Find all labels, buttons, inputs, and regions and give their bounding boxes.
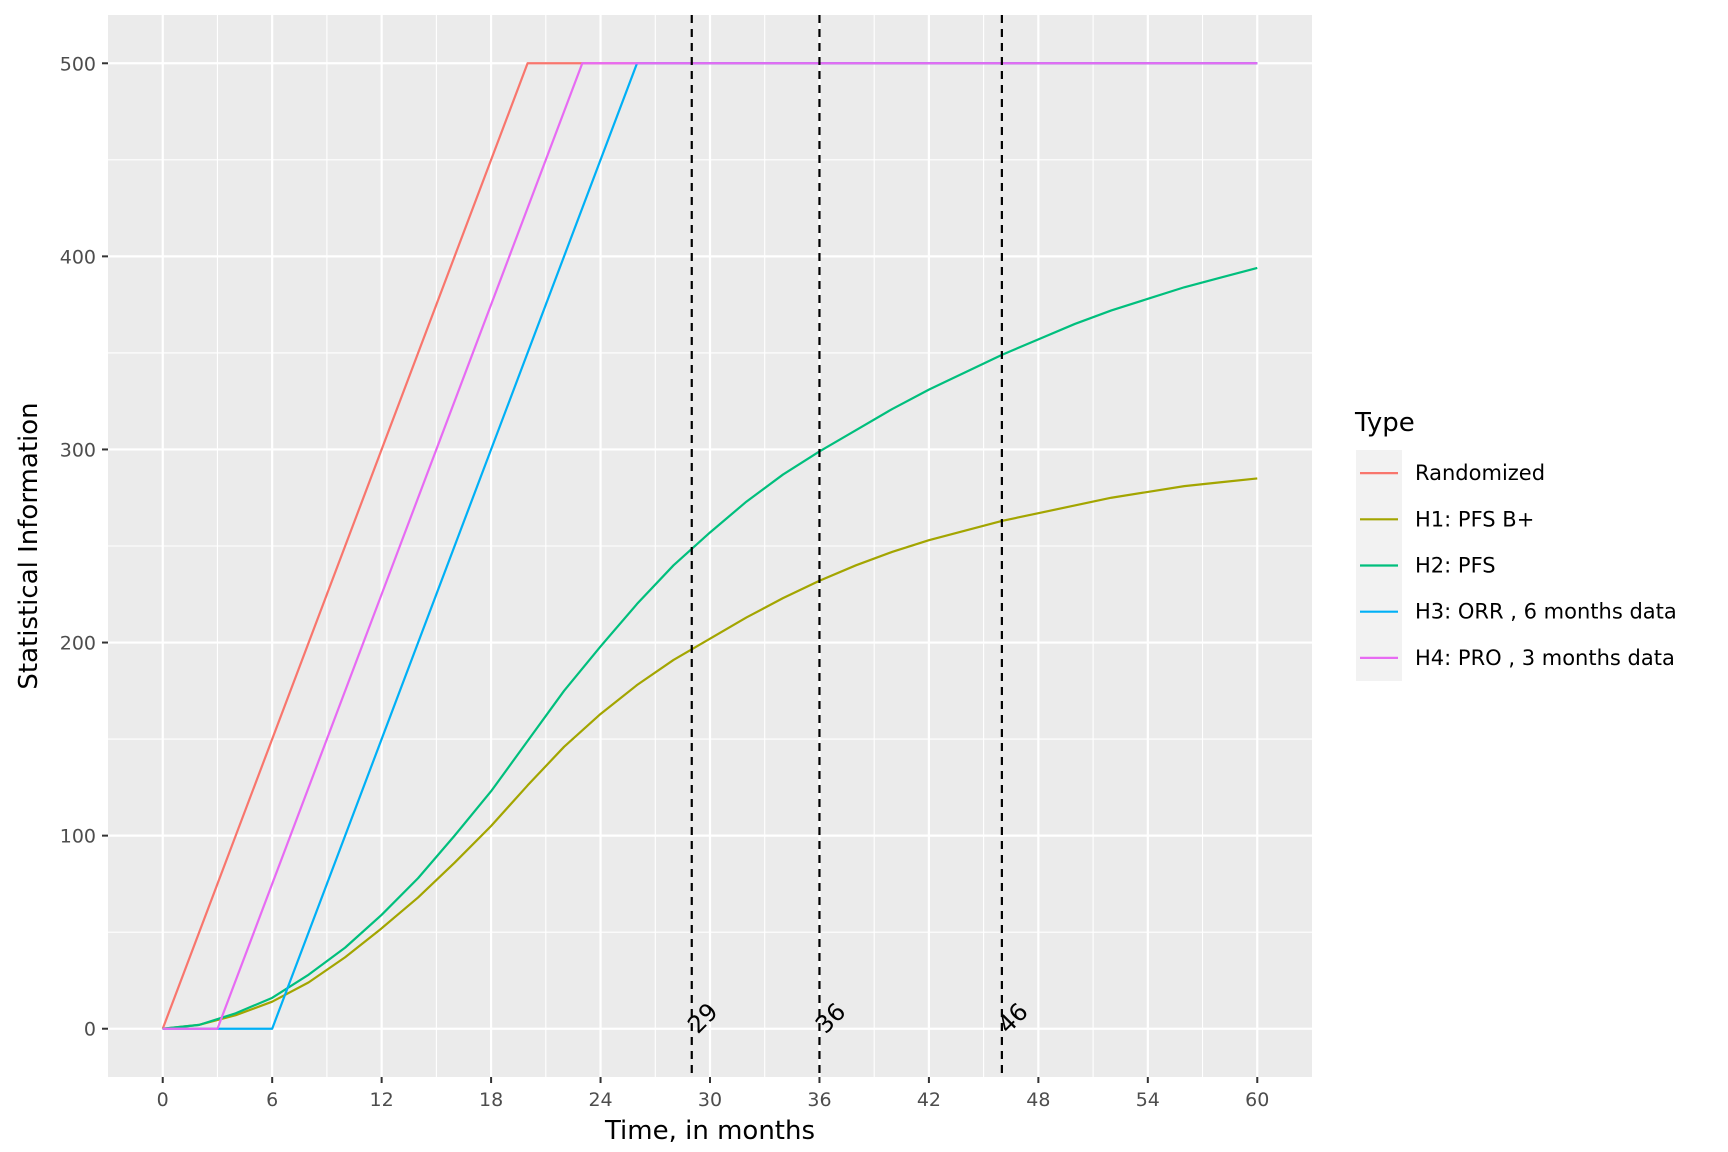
x-tick-label: 30 [698,1089,722,1111]
series-line-h1-pfs-b [162,477,1258,1030]
axes: 0 6 12 18 24 30 36 42 48 54 60 0 100 200 300 400 500 [60,53,1270,1111]
x-tick-label: 24 [588,1089,612,1111]
legend-label: H3: ORR , 6 months data [1415,600,1677,624]
legend: Type Randomized H1: PFS B+ H2: PFS H3: ORR … [1354,408,1677,681]
legend-label: H4: PRO , 3 months data [1415,646,1675,670]
x-tick-label: 6 [266,1089,278,1111]
legend-label: H2: PFS [1415,554,1496,578]
y-tick-label: 500 [60,53,96,75]
y-tick-label: 300 [60,439,96,461]
x-tick-label: 42 [917,1089,941,1111]
y-axis-title: Statistical Information [14,402,44,689]
series-line-h2-pfs [162,266,1258,1030]
legend-label: Randomized [1415,461,1545,485]
x-tick-label: 54 [1136,1089,1160,1111]
x-tick-label: 0 [157,1089,169,1111]
x-tick-label: 48 [1026,1089,1050,1111]
y-tick-label: 200 [60,633,96,655]
x-tick-label: 12 [370,1089,394,1111]
grid-major [108,15,1312,1077]
series-line-h4-pro-3-months-data [162,62,1258,1030]
x-tick-label: 60 [1245,1089,1269,1111]
x-tick-label: 18 [479,1089,503,1111]
x-tick-label: 36 [807,1089,831,1111]
y-tick-label: 400 [60,246,96,268]
x-axis-title: Time, in months [604,1116,815,1146]
y-tick-label: 100 [60,826,96,848]
legend-label: H1: PFS B+ [1415,507,1534,531]
y-tick-label: 0 [84,1019,96,1041]
legend-title: Type [1354,408,1415,438]
series-lines [161,62,1258,1030]
